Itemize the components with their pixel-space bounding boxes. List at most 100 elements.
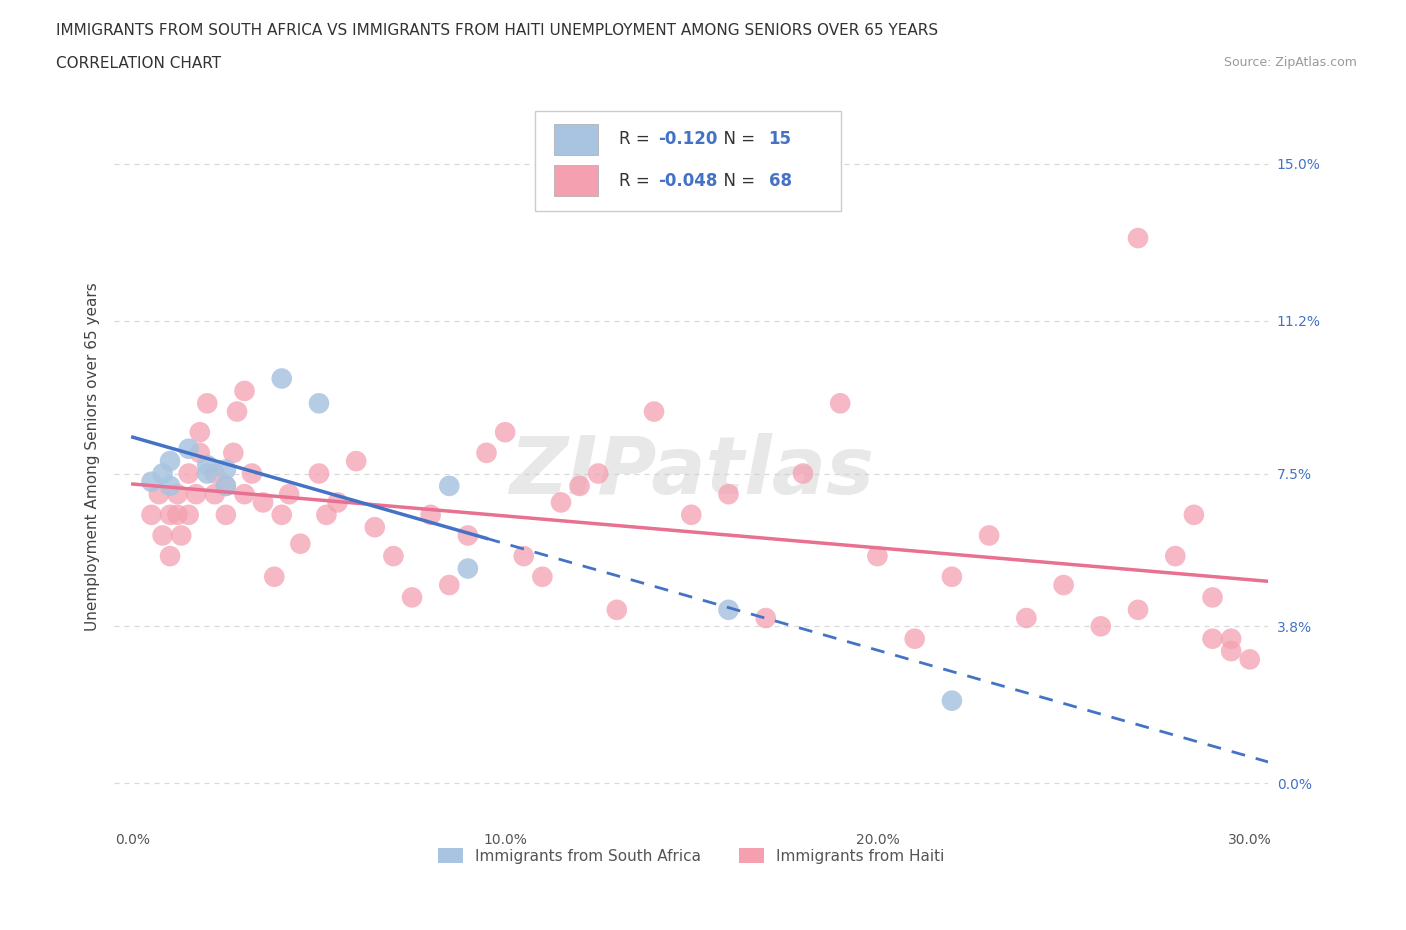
Point [513, 549, 536, 564]
Point [141, 508, 163, 523]
Point [419, 508, 441, 523]
Point [204, 466, 226, 481]
Point [159, 454, 181, 469]
Point [148, 486, 170, 501]
Point [717, 603, 740, 618]
Text: 68: 68 [769, 171, 792, 190]
Point [222, 445, 245, 460]
Point [568, 478, 591, 493]
Point [166, 508, 188, 523]
Legend: Immigrants from South Africa, Immigrants from Haiti: Immigrants from South Africa, Immigrants… [432, 842, 950, 870]
Point [606, 603, 628, 618]
Point [195, 396, 218, 411]
Point [439, 478, 461, 493]
Point [792, 466, 814, 481]
Point [141, 474, 163, 489]
Point [830, 396, 852, 411]
Point [941, 693, 963, 708]
Text: ZIPatlas: ZIPatlas [509, 432, 873, 511]
Point [184, 486, 207, 501]
Point [263, 569, 285, 584]
Point [457, 561, 479, 576]
Point [643, 405, 665, 419]
Point [195, 466, 218, 481]
Point [204, 486, 226, 501]
Point [586, 466, 609, 481]
Point [215, 508, 238, 523]
Point [270, 508, 292, 523]
Point [717, 486, 740, 501]
Point [159, 549, 181, 564]
Point [1220, 631, 1243, 646]
Point [233, 486, 256, 501]
FancyBboxPatch shape [554, 166, 598, 196]
Point [215, 478, 238, 493]
Point [215, 462, 238, 477]
Point [1126, 231, 1149, 246]
Point [188, 445, 211, 460]
Point [344, 454, 367, 469]
Point [1052, 578, 1074, 592]
Point [1220, 644, 1243, 658]
Point [979, 528, 1001, 543]
Point [195, 458, 218, 472]
Point [475, 445, 498, 460]
FancyBboxPatch shape [554, 124, 598, 154]
Point [290, 537, 312, 551]
Text: N =: N = [713, 130, 761, 149]
Point [270, 371, 292, 386]
Point [177, 466, 200, 481]
Point [1090, 618, 1112, 633]
Point [188, 425, 211, 440]
Point [170, 528, 193, 543]
Point [278, 486, 301, 501]
Point [326, 495, 349, 510]
Text: CORRELATION CHART: CORRELATION CHART [56, 56, 221, 71]
Text: Source: ZipAtlas.com: Source: ZipAtlas.com [1223, 56, 1357, 69]
Point [1201, 631, 1223, 646]
Point [866, 549, 889, 564]
Point [152, 466, 174, 481]
Point [531, 569, 554, 584]
Point [308, 466, 330, 481]
Y-axis label: Unemployment Among Seniors over 65 years: Unemployment Among Seniors over 65 years [86, 283, 100, 631]
Point [1182, 508, 1205, 523]
Point [226, 405, 249, 419]
Point [152, 528, 174, 543]
Point [457, 528, 479, 543]
Point [177, 442, 200, 457]
Text: R =: R = [619, 171, 655, 190]
Point [1164, 549, 1187, 564]
Text: IMMIGRANTS FROM SOUTH AFRICA VS IMMIGRANTS FROM HAITI UNEMPLOYMENT AMONG SENIORS: IMMIGRANTS FROM SOUTH AFRICA VS IMMIGRAN… [56, 23, 938, 38]
Point [166, 486, 188, 501]
Point [941, 569, 963, 584]
Point [233, 383, 256, 398]
Point [215, 478, 238, 493]
Point [177, 508, 200, 523]
Text: 15: 15 [769, 130, 792, 149]
Point [364, 520, 387, 535]
Point [904, 631, 927, 646]
Text: -0.120: -0.120 [658, 130, 717, 149]
Point [240, 466, 263, 481]
Point [439, 578, 461, 592]
Point [252, 495, 274, 510]
Text: N =: N = [713, 171, 761, 190]
Point [1015, 611, 1038, 626]
Point [1126, 603, 1149, 618]
Point [382, 549, 405, 564]
Point [681, 508, 703, 523]
Point [315, 508, 337, 523]
Point [159, 508, 181, 523]
Point [550, 495, 572, 510]
Point [1239, 652, 1261, 667]
Point [401, 590, 423, 604]
Point [494, 425, 516, 440]
FancyBboxPatch shape [536, 112, 841, 211]
Text: -0.048: -0.048 [658, 171, 717, 190]
Text: R =: R = [619, 130, 655, 149]
Point [308, 396, 330, 411]
Point [755, 611, 778, 626]
Point [1201, 590, 1223, 604]
Point [159, 478, 181, 493]
